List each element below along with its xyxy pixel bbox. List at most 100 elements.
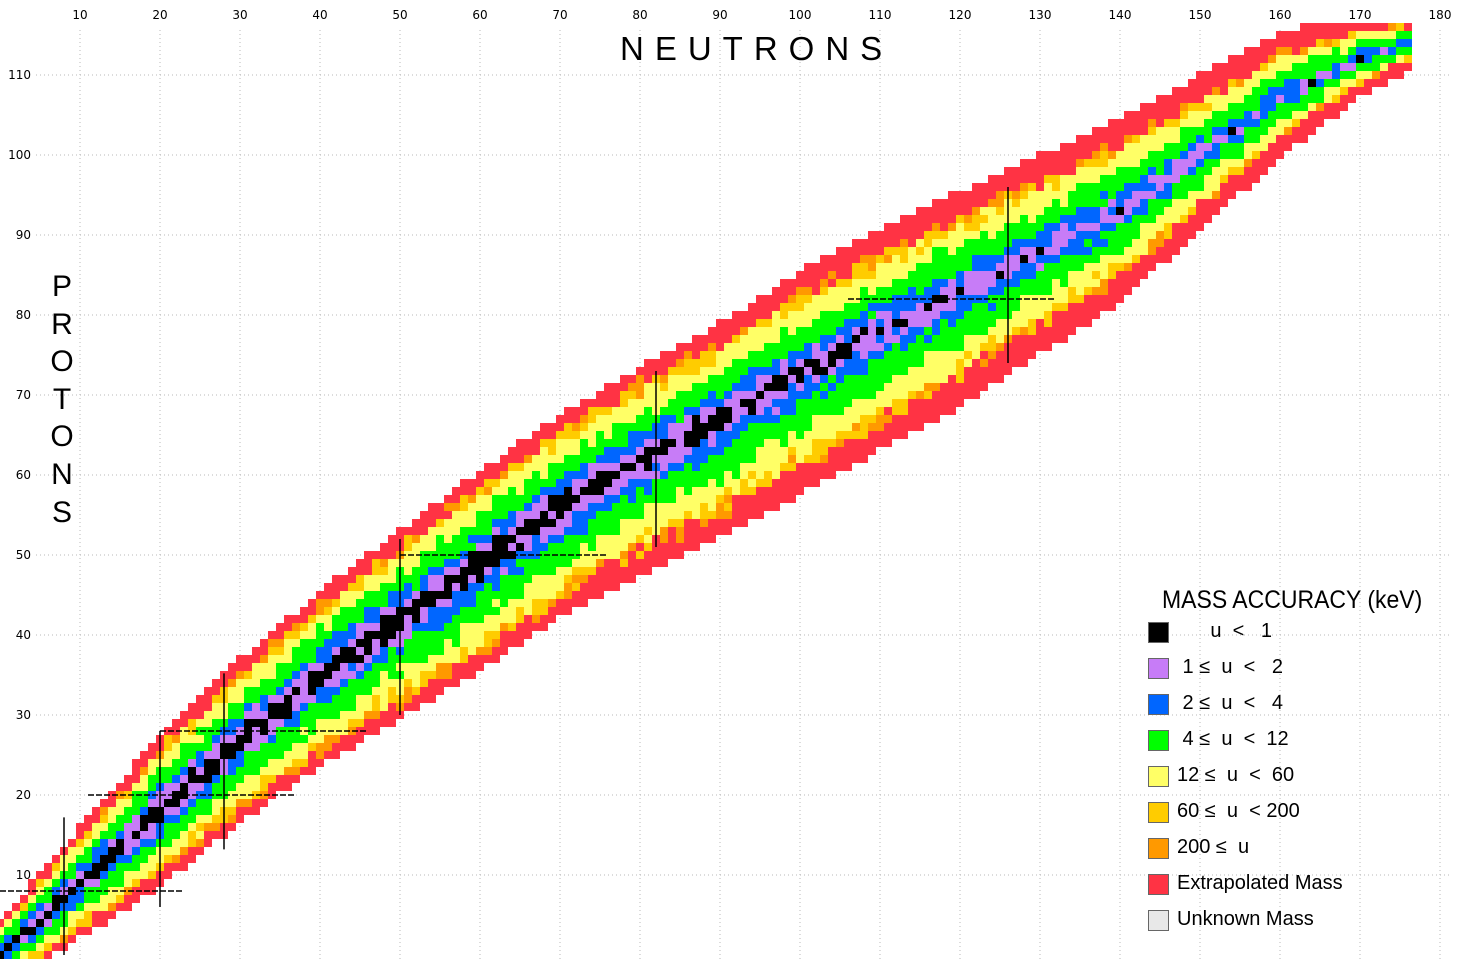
nuclide-cell	[1124, 183, 1132, 191]
nuclide-cell	[124, 863, 132, 871]
nuclide-cell	[828, 295, 836, 303]
nuclide-cell	[924, 247, 932, 255]
nuclide-cell	[804, 439, 812, 447]
nuclide-cell	[348, 607, 356, 615]
nuclide-cell	[788, 495, 796, 503]
nuclide-cell	[1012, 183, 1020, 191]
nuclide-cell	[820, 343, 828, 351]
nuclide-cell	[604, 519, 612, 527]
nuclide-cell	[1300, 31, 1308, 39]
nuclide-cell	[1052, 191, 1060, 199]
nuclide-cell	[12, 951, 20, 959]
nuclide-cell	[996, 271, 1004, 279]
nuclide-cell	[628, 543, 636, 551]
nuclide-cell	[1124, 135, 1132, 143]
nuclide-cell	[692, 383, 700, 391]
nuclide-cell	[772, 479, 780, 487]
nuclide-cell	[964, 231, 972, 239]
nuclide-cell	[68, 879, 76, 887]
nuclide-cell	[804, 431, 812, 439]
nuclide-cell	[1028, 287, 1036, 295]
nuclide-cell	[868, 423, 876, 431]
nuclide-cell	[660, 407, 668, 415]
legend-item: u < 1	[1145, 620, 1445, 656]
nuclide-cell	[188, 815, 196, 823]
nuclide-cell	[908, 255, 916, 263]
nuclide-cell	[1188, 167, 1196, 175]
nuclide-cell	[764, 375, 772, 383]
nuclide-cell	[1020, 263, 1028, 271]
nuclide-cell	[1356, 23, 1364, 31]
nuclide-cell	[796, 311, 804, 319]
nuclide-cell	[1316, 71, 1324, 79]
nuclide-cell	[372, 551, 380, 559]
nuclide-cell	[4, 943, 12, 951]
nuclide-cell	[244, 703, 252, 711]
nuclide-cell	[540, 567, 548, 575]
nuclide-cell	[548, 511, 556, 519]
nuclide-cell	[316, 655, 324, 663]
nuclide-cell	[372, 567, 380, 575]
nuclide-cell	[820, 351, 828, 359]
nuclide-cell	[852, 263, 860, 271]
nuclide-cell	[548, 599, 556, 607]
nuclide-cell	[1188, 215, 1196, 223]
nuclide-cell	[1300, 71, 1308, 79]
nuclide-cell	[660, 519, 668, 527]
nuclide-cell	[276, 687, 284, 695]
nuclide-cell	[908, 319, 916, 327]
nuclide-cell	[788, 327, 796, 335]
nuclide-cell	[940, 279, 948, 287]
nuclide-cell	[692, 519, 700, 527]
nuclide-cell	[820, 423, 828, 431]
nuclide-cell	[1148, 191, 1156, 199]
nuclide-cell	[676, 407, 684, 415]
nuclide-cell	[1260, 87, 1268, 95]
nuclide-cell	[436, 615, 444, 623]
nuclide-cell	[988, 351, 996, 359]
nuclide-cell	[1092, 279, 1100, 287]
nuclide-cell	[828, 463, 836, 471]
nuclide-cell	[244, 663, 252, 671]
nuclide-cell	[780, 455, 788, 463]
nuclide-cell	[1396, 63, 1404, 71]
nuclide-cell	[420, 607, 428, 615]
nuclide-cell	[452, 623, 460, 631]
nuclide-cell	[76, 903, 84, 911]
nuclide-cell	[524, 615, 532, 623]
x-tick-label: 20	[152, 8, 167, 22]
nuclide-cell	[1228, 119, 1236, 127]
nuclide-cell	[412, 671, 420, 679]
nuclide-cell	[380, 559, 388, 567]
nuclide-cell	[1284, 143, 1292, 151]
nuclide-cell	[1332, 111, 1340, 119]
nuclide-cell	[708, 535, 716, 543]
nuclide-cell	[764, 455, 772, 463]
nuclide-cell	[740, 311, 748, 319]
nuclide-cell	[164, 839, 172, 847]
nuclide-cell	[540, 575, 548, 583]
nuclide-cell	[612, 567, 620, 575]
nuclide-cell	[1188, 207, 1196, 215]
nuclide-cell	[812, 447, 820, 455]
nuclide-cell	[244, 695, 252, 703]
nuclide-cell	[604, 559, 612, 567]
nuclide-cell	[1164, 191, 1172, 199]
nuclide-cell	[724, 399, 732, 407]
nuclide-cell	[900, 399, 908, 407]
nuclide-cell	[572, 479, 580, 487]
nuclide-cell	[668, 535, 676, 543]
nuclide-cell	[308, 703, 316, 711]
nuclide-cell	[1028, 223, 1036, 231]
nuclide-cell	[1260, 95, 1268, 103]
nuclide-cell	[300, 623, 308, 631]
nuclide-cell	[980, 303, 988, 311]
nuclide-cell	[1244, 111, 1252, 119]
nuclide-cell	[1076, 135, 1084, 143]
nuclide-cell	[940, 327, 948, 335]
nuclide-cell	[300, 655, 308, 663]
nuclide-cell	[948, 215, 956, 223]
nuclide-cell	[932, 287, 940, 295]
nuclide-cell	[388, 679, 396, 687]
